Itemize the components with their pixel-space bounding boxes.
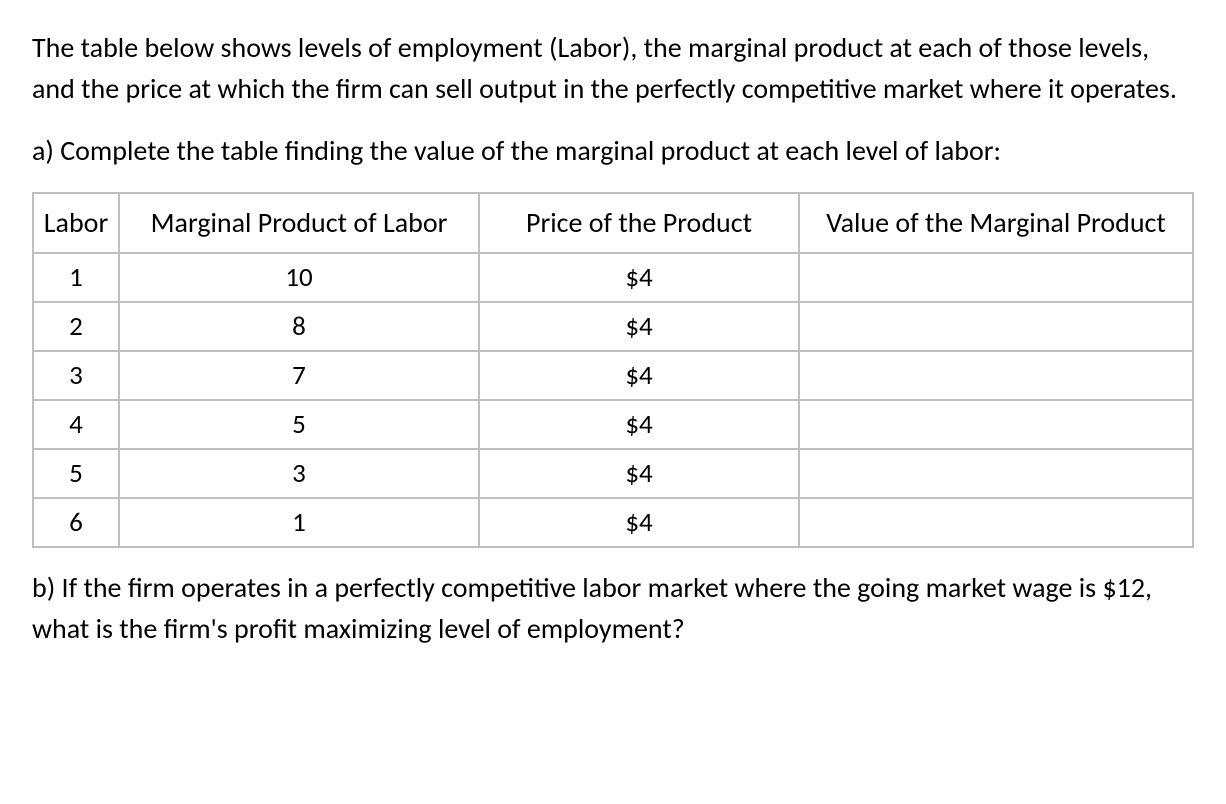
header-vmp: Value of the Marginal Product (799, 193, 1193, 253)
cell-vmp (799, 498, 1193, 547)
header-labor: Labor (33, 193, 119, 253)
cell-mpl: 8 (119, 302, 479, 351)
cell-labor: 4 (33, 400, 119, 449)
cell-mpl: 7 (119, 351, 479, 400)
marginal-product-table: Labor Marginal Product of Labor Price of… (32, 192, 1194, 548)
table-row: 3 7 $4 (33, 351, 1193, 400)
cell-mpl: 10 (119, 253, 479, 302)
cell-price: $4 (479, 302, 799, 351)
table-row: 2 8 $4 (33, 302, 1193, 351)
cell-vmp (799, 302, 1193, 351)
question-b: b) If the firm operates in a perfectly c… (32, 568, 1194, 649)
table-row: 6 1 $4 (33, 498, 1193, 547)
intro-paragraph: The table below shows levels of employme… (32, 28, 1194, 109)
cell-price: $4 (479, 449, 799, 498)
cell-mpl: 1 (119, 498, 479, 547)
cell-price: $4 (479, 400, 799, 449)
cell-mpl: 5 (119, 400, 479, 449)
table-header-row: Labor Marginal Product of Labor Price of… (33, 193, 1193, 253)
cell-price: $4 (479, 351, 799, 400)
cell-vmp (799, 351, 1193, 400)
table-row: 5 3 $4 (33, 449, 1193, 498)
cell-vmp (799, 400, 1193, 449)
header-price: Price of the Product (479, 193, 799, 253)
cell-vmp (799, 449, 1193, 498)
cell-vmp (799, 253, 1193, 302)
cell-price: $4 (479, 253, 799, 302)
cell-labor: 2 (33, 302, 119, 351)
cell-labor: 6 (33, 498, 119, 547)
table-row: 4 5 $4 (33, 400, 1193, 449)
cell-labor: 1 (33, 253, 119, 302)
cell-labor: 5 (33, 449, 119, 498)
cell-price: $4 (479, 498, 799, 547)
header-mpl: Marginal Product of Labor (119, 193, 479, 253)
cell-mpl: 3 (119, 449, 479, 498)
cell-labor: 3 (33, 351, 119, 400)
question-a: a) Complete the table finding the value … (32, 131, 1194, 172)
table-row: 1 10 $4 (33, 253, 1193, 302)
